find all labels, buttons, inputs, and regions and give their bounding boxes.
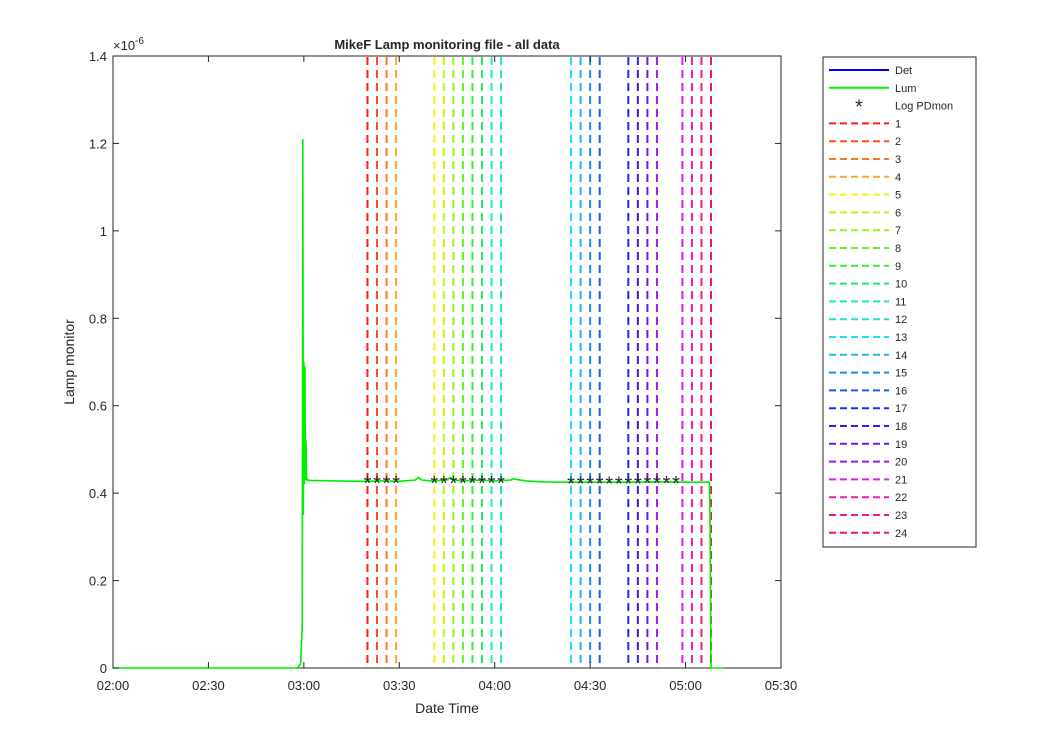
legend-label: 17 [895,403,907,415]
y-tick-label: 0 [100,661,107,676]
log-pdmon-point: * [586,474,594,496]
y-exponent-label: ×10-6 [113,36,144,53]
legend-box [822,56,977,548]
legend-label: 5 [895,190,901,202]
log-pdmon-point: * [392,473,400,495]
legend-label: 2 [895,136,901,148]
plot-area: * * * * * * * * * * * * * * * * * * * * * * * * 02:00 02:30 03:00… [89,49,797,693]
log-pdmon-point: * [672,473,680,495]
log-pdmon-point: * [488,473,496,495]
log-pdmon-point: * [383,473,391,495]
log-pdmon-point: * [624,474,632,496]
legend-label: 13 [895,332,907,344]
log-pdmon-point: * [605,474,613,496]
y-tick-label: 0.4 [89,486,107,501]
legend-label: 8 [895,243,901,255]
axes-box [112,55,782,669]
x-tick-label: 05:00 [669,678,702,693]
legend-label: 20 [895,457,907,469]
legend-label: 11 [895,296,906,308]
log-pdmon-points: * * * * * * * * * * * * * * * * * * * * * * * * [364,473,681,496]
series-line-lum [113,139,724,669]
legend-swatch-asterisk: * [855,97,863,119]
legend-label: 7 [895,225,901,237]
legend-label: 4 [895,172,901,184]
legend-label: 14 [895,350,907,362]
y-tick-label: 1.4 [89,49,107,64]
y-tick-label: 1 [100,224,107,239]
chart-title: MikeF Lamp monitoring file - all data [334,37,560,52]
marker-vertical-lines [366,57,713,667]
x-tick-label: 02:30 [192,678,225,693]
series-layer [113,139,724,669]
y-axis-ticks: 0 0.2 0.4 0.6 0.8 1 1.2 1.4 [89,49,781,676]
legend-label: 9 [895,261,901,273]
legend-label: 19 [895,439,907,451]
log-pdmon-point: * [364,473,372,495]
log-pdmon-point: * [596,474,604,496]
legend-label: 23 [895,510,907,522]
x-tick-label: 04:00 [478,678,511,693]
legend-label: 1 [895,118,901,130]
legend-label: 6 [895,207,901,219]
legend-label: 15 [895,368,907,380]
legend-label: Det [895,65,912,77]
log-pdmon-point: * [469,473,477,495]
legend-label: 22 [895,492,907,504]
legend-label: Log PDmon [895,101,953,113]
log-pdmon-point: * [430,473,438,495]
log-pdmon-point: * [653,473,661,495]
y-tick-label: 0.8 [89,311,107,326]
legend-label: 24 [895,528,907,540]
y-tick-label: 0.6 [89,399,107,414]
log-pdmon-point: * [567,474,575,496]
x-tick-label: 04:30 [574,678,607,693]
x-tick-label: 03:00 [288,678,321,693]
log-pdmon-point: * [634,474,642,496]
x-tick-label: 03:30 [383,678,416,693]
log-pdmon-point: * [449,473,457,495]
log-pdmon-point: * [478,473,486,495]
legend-label: 16 [895,385,907,397]
x-tick-label: 05:30 [765,678,798,693]
x-axis-label: Date Time [415,700,479,716]
legend-label: 10 [895,279,907,291]
y-axis-label: Lamp monitor [61,319,77,405]
legend-label: Lum [895,83,916,95]
legend-label: 3 [895,154,901,166]
y-tick-label: 0.2 [89,574,107,589]
legend-label: 18 [895,421,907,433]
x-tick-label: 02:00 [97,678,130,693]
log-pdmon-point: * [459,473,467,495]
log-pdmon-point: * [663,473,671,495]
legend-label: 12 [895,314,907,326]
log-pdmon-point: * [644,473,652,495]
log-pdmon-point: * [577,474,585,496]
log-pdmon-point: * [440,473,448,495]
x-axis-ticks: 02:00 02:30 03:00 03:30 04:00 04:30 05:00 05:30 [97,56,798,693]
log-pdmon-point: * [497,473,505,495]
legend-label: 21 [895,474,907,486]
log-pdmon-point: * [373,473,381,495]
y-tick-label: 1.2 [89,136,107,151]
log-pdmon-point: * [615,474,623,496]
